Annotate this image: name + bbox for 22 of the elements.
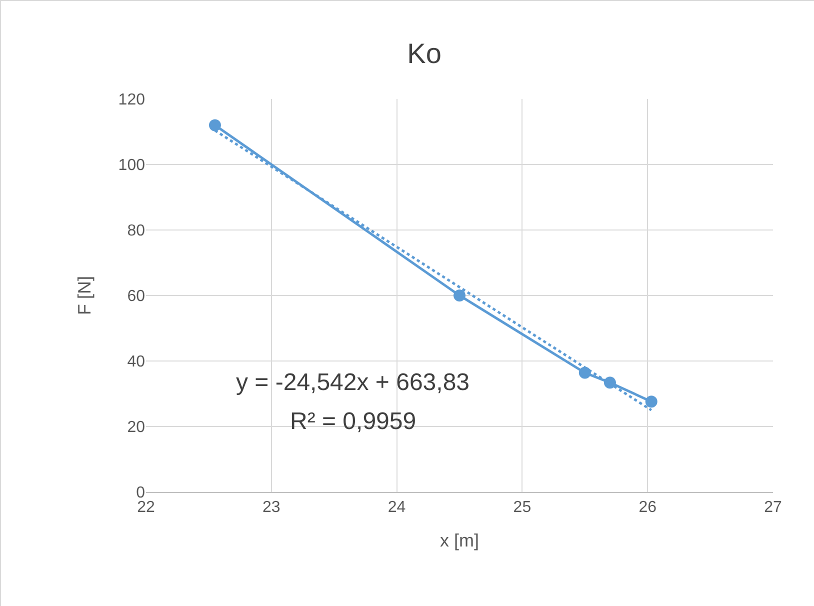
x-tick-label: 23 xyxy=(262,499,280,516)
x-tick-label: 22 xyxy=(137,499,155,516)
point xyxy=(208,119,221,132)
point xyxy=(645,396,658,408)
y-tick-label: 40 xyxy=(127,354,146,371)
x-axis-title: x [m] xyxy=(440,530,479,550)
y-tick-label: 60 xyxy=(127,288,146,306)
y-tick-label: 100 xyxy=(118,157,146,174)
point xyxy=(454,290,466,302)
x-tick-label: 26 xyxy=(638,499,657,516)
y-tick-label: 20 xyxy=(127,419,146,436)
x-tick-label: 25 xyxy=(513,499,532,516)
x-tick-label: 24 xyxy=(388,499,406,516)
chart-title: Ko xyxy=(407,38,442,70)
y-tick-label: 0 xyxy=(136,484,146,502)
point xyxy=(578,366,591,379)
annotation: y = -24,542x + 663,83 xyxy=(236,369,470,396)
y-tick-label: 80 xyxy=(127,222,146,240)
y-axis-title: F [N] xyxy=(74,276,94,315)
x-tick-label: 27 xyxy=(764,499,782,516)
annotation: R² = 0,9959 xyxy=(290,408,416,435)
y-tick-label: 120 xyxy=(118,92,146,109)
